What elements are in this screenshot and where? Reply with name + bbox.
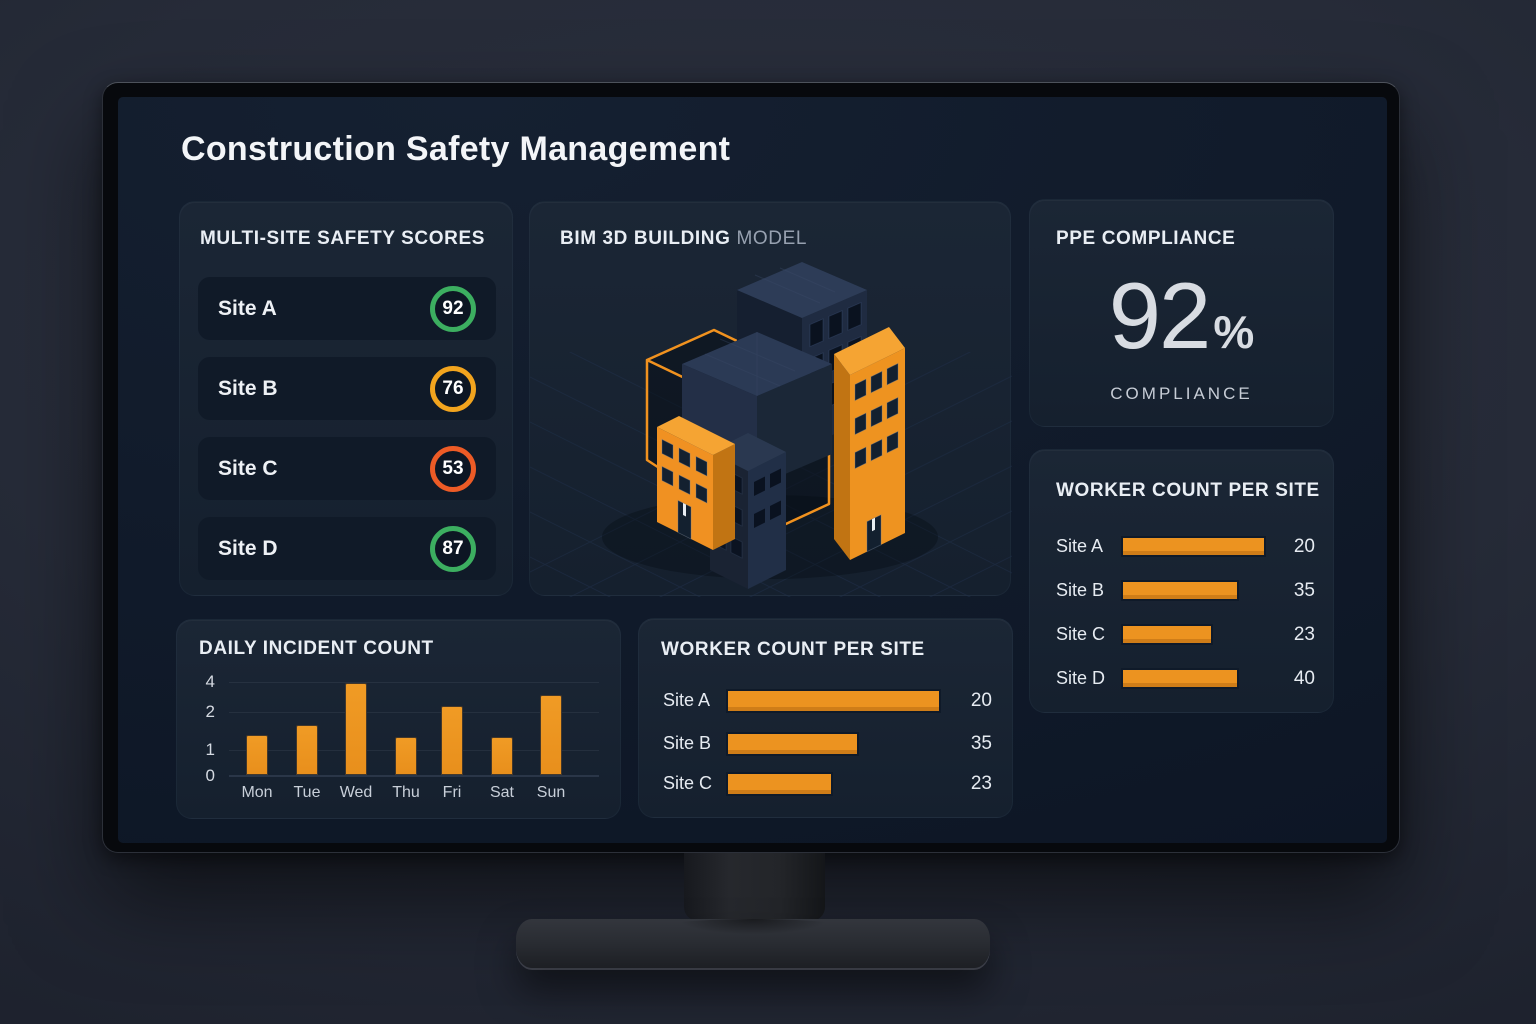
score-value: 53 (442, 457, 464, 479)
score-ring: 87 (430, 525, 476, 572)
worker-row-site-b: Site B (1056, 579, 1105, 600)
safety-scores-title: MULTI-SITE SAFETY SCORES (200, 228, 485, 249)
safety-scores-panel: MULTI-SITE SAFETY SCORES Site A 92 Site … (179, 201, 513, 596)
worker-row-site-d: Site D (1056, 667, 1106, 688)
score-value: 87 (442, 537, 464, 559)
worker-value-site-c: 23 (1293, 624, 1315, 645)
orange-building-right (834, 327, 905, 560)
worker-bar-site-a (726, 689, 941, 713)
worker-bar-site-c (1121, 624, 1213, 645)
dashboard-screen: Construction Safety Management MULTI-SIT… (118, 97, 1387, 843)
safety-score-row-site-a[interactable]: Site A 92 (198, 277, 496, 340)
ppe-compliance-panel: PPE COMPLIANCE 92% COMPLIANCE (1029, 199, 1334, 427)
worker-bar-site-b (726, 732, 859, 756)
worker-value-site-b: 35 (970, 733, 992, 754)
monitor-frame: Construction Safety Management MULTI-SIT… (102, 82, 1400, 853)
score-value: 76 (442, 377, 464, 399)
incident-bar-sun (540, 695, 562, 775)
worker-count-side-title: WORKER COUNT PER SITE (1056, 480, 1320, 501)
incident-bar-fri (441, 706, 463, 775)
safety-score-row-site-d[interactable]: Site D 87 (198, 517, 496, 580)
site-label: Site B (218, 376, 278, 400)
y-tick-4: 4 (205, 672, 215, 691)
x-tick-thu: Thu (392, 784, 420, 801)
daily-incident-panel: DAILY INCIDENT COUNT 4 2 1 0 Mon Tue Wed (176, 619, 621, 819)
worker-bar-site-c (726, 772, 833, 796)
x-tick-sun: Sun (536, 784, 566, 801)
worker-bar-site-b (1121, 580, 1239, 601)
navy-cube-mid (682, 332, 832, 486)
score-ring: 92 (430, 285, 476, 332)
worker-value-site-a: 20 (970, 690, 992, 711)
y-tick-2: 2 (205, 702, 215, 721)
bim-3d-building-illustration (530, 262, 1012, 597)
site-label: Site D (218, 536, 278, 560)
worker-value-site-b: 35 (1293, 580, 1315, 601)
x-axis-line (229, 775, 599, 777)
floor-grid (530, 352, 1012, 597)
worker-bar-site-d (1121, 668, 1239, 689)
worker-value-site-d: 40 (1293, 668, 1315, 689)
bim-model-panel: BIM 3D BUILDING MODEL (529, 201, 1012, 597)
x-tick-wed: Wed (339, 784, 373, 801)
incident-bar-mon (246, 735, 268, 775)
bim-panel-title: BIM 3D BUILDING MODEL (560, 228, 808, 249)
y-tick-1: 1 (205, 740, 215, 759)
worker-row-site-a: Site A (663, 689, 711, 710)
incident-bar-tue (296, 725, 318, 775)
worker-row-site-b: Site B (663, 732, 712, 753)
gridline-2 (229, 712, 599, 713)
orange-building-front-left (657, 416, 735, 550)
score-value: 92 (442, 297, 464, 319)
incident-bar-thu (395, 737, 417, 775)
safety-score-row-site-c[interactable]: Site C 53 (198, 437, 496, 500)
worker-count-mid-title: WORKER COUNT PER SITE (661, 639, 925, 660)
worker-count-side-panel: WORKER COUNT PER SITE Site A 20 Site B 3… (1029, 449, 1334, 713)
monitor-stand-base (516, 919, 990, 968)
worker-count-mid-panel: WORKER COUNT PER SITE Site A 20 Site B 3… (638, 618, 1013, 818)
x-tick-sat: Sat (489, 784, 514, 801)
worker-row-site-c: Site C (663, 772, 713, 793)
worker-value-site-a: 20 (1293, 536, 1315, 557)
worker-bar-site-a (1121, 536, 1266, 557)
site-label: Site A (218, 296, 277, 320)
gridline-4 (229, 682, 599, 683)
incident-bar-wed (345, 683, 367, 775)
ppe-panel-title: PPE COMPLIANCE (1056, 228, 1236, 249)
worker-value-site-c: 23 (970, 773, 992, 794)
score-ring: 53 (430, 445, 476, 492)
x-tick-tue: Tue (293, 784, 321, 801)
incident-bar-sat (491, 737, 513, 775)
site-label: Site C (218, 456, 278, 480)
ppe-compliance-caption: COMPLIANCE (1110, 384, 1253, 403)
monitor-stand-neck (684, 853, 825, 921)
worker-row-site-c: Site C (1056, 623, 1106, 644)
worker-row-site-a: Site A (1056, 535, 1104, 556)
y-tick-0: 0 (205, 766, 215, 785)
page-title: Construction Safety Management (181, 130, 731, 168)
score-ring: 76 (430, 365, 476, 412)
safety-score-row-site-b[interactable]: Site B 76 (198, 357, 496, 420)
daily-incident-title: DAILY INCIDENT COUNT (199, 638, 434, 659)
x-tick-fri: Fri (442, 784, 462, 801)
x-tick-mon: Mon (241, 784, 273, 801)
ppe-compliance-value: 92% (1108, 263, 1255, 368)
